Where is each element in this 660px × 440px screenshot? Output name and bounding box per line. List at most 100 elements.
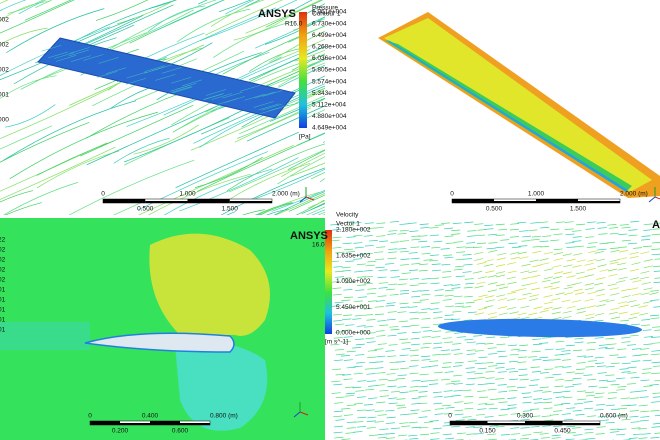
velocity-vector <box>389 221 399 223</box>
velocity-vector <box>331 305 341 307</box>
velocity-vector <box>495 234 505 237</box>
velocity-vector <box>650 353 660 356</box>
velocity-vector <box>522 410 532 412</box>
velocity-vector <box>618 233 628 236</box>
velocity-vector <box>374 226 384 229</box>
velocity-vector <box>366 427 376 429</box>
triad-axis <box>299 411 309 416</box>
velocity-vector <box>630 312 640 316</box>
velocity-vector <box>609 261 619 265</box>
legend-subtitle: Vector 1 <box>336 221 360 228</box>
streamline <box>237 99 324 139</box>
velocity-vector <box>639 312 649 316</box>
streamline <box>261 104 282 111</box>
velocity-vector <box>356 409 366 412</box>
velocity-vector <box>408 252 418 254</box>
velocity-vector <box>552 276 563 279</box>
velocity-vector <box>577 355 587 358</box>
streamline <box>153 0 225 33</box>
streamline <box>259 107 280 115</box>
streamline <box>249 48 301 72</box>
streamline <box>226 143 325 192</box>
scale-segment <box>450 421 488 425</box>
velocity-vector <box>366 332 376 334</box>
velocity-vector <box>376 235 386 237</box>
velocity-vector <box>498 355 508 358</box>
velocity-vector <box>473 426 483 429</box>
velocity-vector <box>333 266 343 268</box>
streamline <box>224 96 245 103</box>
velocity-vector <box>617 246 627 249</box>
velocity-vector <box>385 350 395 352</box>
velocity-vector <box>572 282 582 285</box>
velocity-vector <box>407 222 417 224</box>
velocity-vector <box>467 230 477 232</box>
velocity-vector <box>429 259 439 262</box>
velocity-vector <box>477 390 487 392</box>
velocity-vector <box>386 373 396 375</box>
velocity-vector <box>420 326 430 329</box>
velocity-vector <box>387 334 397 337</box>
streamline <box>262 90 283 97</box>
legend-label: 6.499e+004 <box>312 32 347 39</box>
edge-label: 000 <box>0 117 9 124</box>
velocity-vector <box>641 433 651 435</box>
velocity-vector <box>367 288 377 290</box>
velocity-vector <box>429 379 439 382</box>
velocity-vector <box>566 407 576 409</box>
velocity-vector <box>618 301 628 304</box>
streamline <box>133 124 200 155</box>
edge-label: 02 <box>0 257 6 264</box>
velocity-vector <box>610 415 620 417</box>
velocity-vector <box>418 235 428 237</box>
velocity-vector <box>608 227 619 229</box>
velocity-vector <box>399 223 409 225</box>
streamline <box>0 27 48 45</box>
velocity-vector <box>467 418 477 421</box>
velocity-vector <box>341 270 351 272</box>
velocity-vector <box>533 398 543 400</box>
velocity-vector <box>445 305 455 308</box>
velocity-vector <box>434 413 444 415</box>
velocity-vector <box>477 242 487 245</box>
velocity-vector <box>630 421 640 423</box>
scale-label: 0.150 <box>479 428 496 435</box>
streamline <box>213 21 294 58</box>
velocity-vector <box>363 235 373 237</box>
streamline <box>287 149 325 171</box>
streamline <box>277 156 325 185</box>
streamline <box>86 98 234 166</box>
velocity-vector <box>466 433 476 435</box>
velocity-vector <box>654 414 660 417</box>
airfoil <box>438 318 642 338</box>
velocity-vector <box>539 258 549 261</box>
velocity-vector <box>364 222 374 224</box>
velocity-vector <box>411 343 421 346</box>
velocity-vector <box>399 391 409 394</box>
velocity-vector <box>363 404 374 406</box>
velocity-vector <box>572 427 582 429</box>
velocity-vector <box>333 337 343 339</box>
velocity-vector <box>509 236 520 238</box>
velocity-vector <box>498 414 508 416</box>
velocity-vector <box>522 396 532 398</box>
scale-label: 0 <box>448 413 452 420</box>
velocity-vector <box>363 282 373 285</box>
velocity-vector <box>528 282 538 285</box>
velocity-vector <box>363 314 373 316</box>
velocity-vector <box>411 263 421 265</box>
velocity-vector <box>632 293 642 296</box>
streamline <box>3 182 79 215</box>
velocity-vector <box>334 402 344 404</box>
streamline <box>199 0 298 42</box>
scale-label: 0.600 (m) <box>600 413 628 420</box>
velocity-vector <box>518 245 528 247</box>
velocity-vector <box>594 337 604 339</box>
streamline <box>258 103 280 111</box>
streamline <box>264 18 323 45</box>
velocity-vector <box>552 307 562 310</box>
velocity-vector <box>565 233 575 236</box>
velocity-vector <box>594 282 604 286</box>
streamline <box>203 93 224 100</box>
velocity-vector <box>506 385 516 388</box>
